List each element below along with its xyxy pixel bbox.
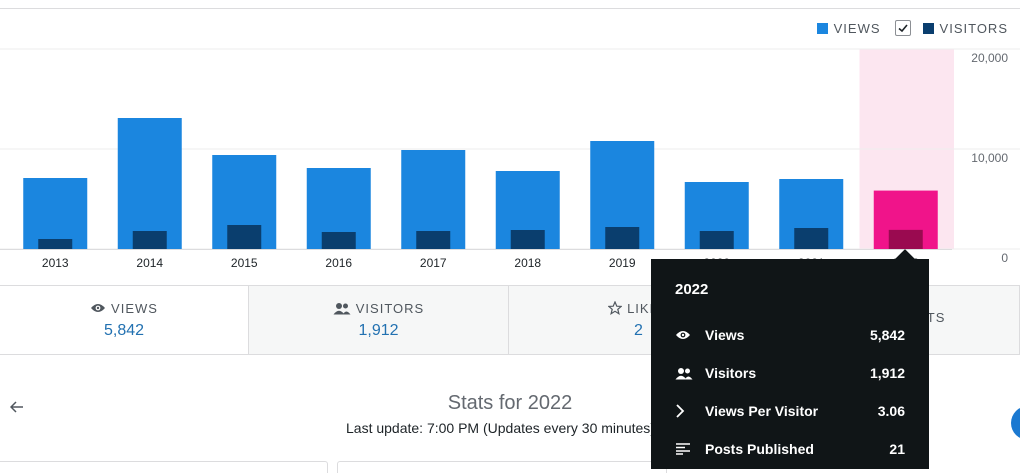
tab-visitors-value: 1,912: [358, 321, 399, 339]
tab-views[interactable]: VIEWS 5,842: [0, 286, 249, 354]
x-tick-label: 2014: [136, 256, 163, 270]
views-bar: [23, 178, 88, 249]
legend-views-label: VIEWS: [833, 20, 881, 36]
tooltip-row-views-per-visitor: Views Per Visitor 3.06: [675, 392, 905, 430]
y-tick-label: 0: [1001, 251, 1008, 265]
tab-views-value: 5,842: [103, 321, 145, 339]
tooltip-visitors-value: 1,912: [869, 365, 905, 381]
people-icon: [333, 302, 351, 314]
visitors-bar: [416, 231, 451, 249]
chart-tooltip: 2022 Views 5,842 Visitors 1,912 Views Pe…: [651, 249, 929, 469]
tooltip-posts-label: Posts Published: [705, 441, 814, 457]
bottom-card-left: [0, 461, 328, 473]
back-arrow-icon[interactable]: [9, 400, 24, 418]
tab-visitors-label: VISITORS: [355, 300, 425, 316]
chevron-right-icon: [675, 404, 705, 418]
tooltip-row-views: Views 5,842: [675, 316, 905, 354]
x-tick-label: 2013: [42, 256, 69, 270]
y-tick-label: 10,000: [971, 151, 1008, 165]
tooltip-vpv-label: Views Per Visitor: [705, 403, 819, 419]
help-button[interactable]: [1011, 406, 1020, 440]
people-icon: [675, 367, 705, 380]
tooltip-visitors-label: Visitors: [705, 365, 757, 381]
x-tick-label: 2016: [325, 256, 352, 270]
x-tick-label: 2017: [420, 256, 447, 270]
eye-icon: [91, 304, 106, 312]
tooltip-vpv-value: 3.06: [877, 403, 905, 419]
tooltip-row-visitors: Visitors 1,912: [675, 354, 905, 392]
tab-visitors-label-row: VISITORS: [333, 301, 424, 316]
eye-icon: [675, 329, 705, 341]
list-icon: [675, 443, 705, 455]
tooltip-views-value: 5,842: [869, 327, 905, 343]
tooltip-title: 2022: [675, 281, 709, 298]
x-tick-label: 2015: [231, 256, 258, 270]
x-tick-label: 2019: [609, 256, 636, 270]
views-bar: [117, 118, 182, 249]
top-divider: [0, 8, 1020, 9]
x-tick-label: 2018: [514, 256, 541, 270]
visitors-bar: [227, 225, 262, 249]
visitors-bar: [699, 231, 734, 249]
bottom-card-middle: [337, 461, 667, 473]
views-swatch: [816, 22, 828, 34]
tab-likes-value: 2: [634, 321, 643, 339]
chart-legend: VIEWS VISITORS: [816, 20, 1008, 36]
visitors-bar: [605, 227, 640, 249]
legend-visitors-label: VISITORS: [939, 20, 1008, 36]
visitors-bar: [132, 231, 167, 249]
tooltip-row-posts: Posts Published 21: [675, 430, 905, 468]
last-update-text: Last update: 7:00 PM (Updates every 30 m…: [346, 420, 655, 436]
visitors-bar: [38, 239, 73, 249]
tooltip-views-label: Views: [705, 327, 745, 343]
visitors-swatch: [922, 22, 934, 34]
stats-title: Stats for 2022: [447, 392, 573, 414]
tab-visitors[interactable]: VISITORS 1,912: [249, 286, 509, 354]
visitors-bar: [888, 229, 923, 249]
views-bar-chart: 20,000 10,000 0 2013 2014 2015 2016 2017 2018 201…: [0, 48, 1020, 270]
checkmark-icon: [898, 24, 908, 33]
visitors-bar: [510, 230, 545, 249]
visitors-bar: [794, 228, 829, 249]
legend-views: VIEWS: [816, 20, 881, 36]
legend-visitors[interactable]: VISITORS: [894, 20, 1008, 36]
tab-views-label: VIEWS: [111, 300, 158, 316]
visitors-checkbox[interactable]: [894, 20, 911, 36]
tab-views-label-row: VIEWS: [90, 301, 158, 316]
tooltip-posts-value: 21: [889, 441, 905, 457]
visitors-bar: [321, 232, 356, 249]
star-icon: [608, 301, 623, 315]
y-tick-label: 20,000: [971, 51, 1008, 65]
